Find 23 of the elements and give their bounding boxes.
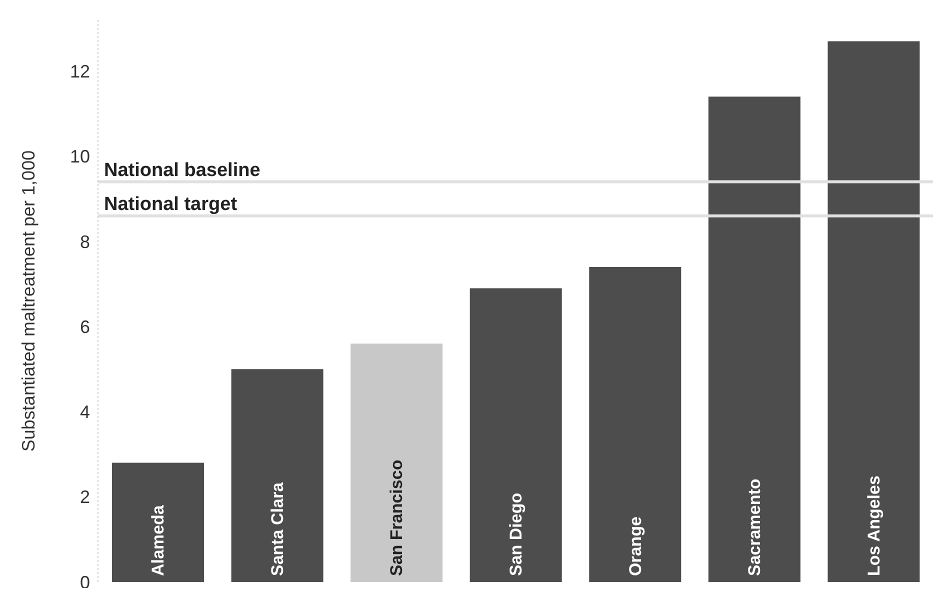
bar	[231, 369, 324, 582]
bar	[350, 344, 443, 582]
y-axis-title: Substantiated maltreatment per 1,000	[18, 150, 38, 452]
ref-line-label: National baseline	[104, 160, 260, 181]
y-tick-label: 2	[80, 487, 90, 508]
y-tick-label: 6	[80, 316, 90, 337]
ref-line-label: National target	[104, 194, 238, 215]
x-tick-label: San Diego	[506, 492, 526, 576]
x-tick-label: San Francisco	[387, 460, 406, 576]
y-tick-label: 12	[70, 61, 90, 82]
x-tick-label: Los Angeles	[864, 476, 884, 576]
x-tick-label: Sacramento	[745, 478, 764, 576]
x-tick-label: Santa Clara	[268, 482, 287, 576]
bar	[470, 288, 562, 582]
y-tick-label: 10	[70, 146, 90, 167]
bar	[112, 462, 204, 582]
bar	[589, 266, 682, 582]
y-tick-label: 4	[80, 402, 90, 422]
y-tick-label: 8	[80, 232, 90, 252]
x-tick-label: Alameda	[148, 504, 168, 576]
x-tick-label: Orange	[626, 516, 645, 576]
bar	[828, 41, 920, 582]
bar	[708, 96, 800, 582]
